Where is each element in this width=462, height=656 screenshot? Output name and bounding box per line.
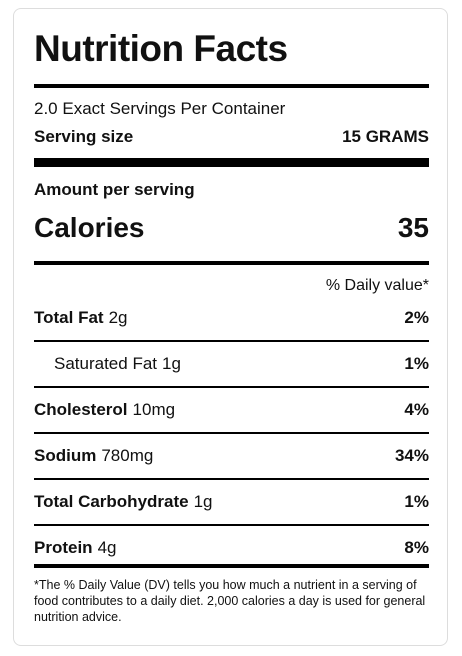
nutrient-row: Cholesterol 10mg 4% bbox=[34, 388, 429, 434]
amount-per-serving: Amount per serving bbox=[34, 180, 195, 199]
calories-value: 35 bbox=[397, 212, 429, 243]
serving-size-row: Serving size 15 GRAMS bbox=[34, 127, 429, 147]
nutrient-row: Protein 4g 8% bbox=[34, 526, 429, 570]
nutrient-dv: 2% bbox=[404, 308, 429, 327]
nutrient-amount: 1g bbox=[162, 354, 181, 373]
nutrient-row: Sodium 780mg 34% bbox=[34, 434, 429, 480]
rule bbox=[34, 84, 429, 88]
serving-size-value: 15 GRAMS bbox=[342, 127, 429, 146]
thick-rule bbox=[34, 158, 429, 167]
nutrient-amount: 780mg bbox=[101, 446, 154, 465]
nutrient-amount: 10mg bbox=[132, 400, 176, 419]
nutrient-row: Saturated Fat 1g 1% bbox=[34, 342, 429, 388]
nutrient-dv: 8% bbox=[404, 538, 429, 557]
label-card bbox=[13, 8, 448, 646]
nutrient-name: Cholesterol bbox=[34, 400, 128, 419]
rule bbox=[34, 261, 429, 265]
serving-size-label: Serving size bbox=[34, 127, 134, 146]
nutrient-amount: 2g bbox=[108, 308, 128, 327]
nutrient-name: Saturated Fat bbox=[54, 354, 158, 373]
nutrient-dv: 1% bbox=[404, 492, 429, 511]
nutrient-amount: 1g bbox=[193, 492, 213, 511]
nutrient-dv: 1% bbox=[404, 354, 429, 373]
nutrient-rows: Total Fat 2g 2% Saturated Fat 1g 1% Choles… bbox=[34, 296, 429, 570]
nutrient-name: Total Carbohydrate bbox=[34, 492, 189, 511]
daily-value-header: % Daily value* bbox=[325, 277, 429, 294]
nutrient-name: Sodium bbox=[34, 446, 97, 465]
title: Nutrition Facts bbox=[34, 28, 288, 69]
nutrient-dv: 34% bbox=[394, 446, 429, 465]
nutrient-name: Total Fat bbox=[34, 308, 104, 327]
calories-row: Calories 35 bbox=[34, 212, 429, 244]
footnote: *The % Daily Value (DV) tells you how mu… bbox=[34, 578, 426, 624]
nutrient-amount: 4g bbox=[97, 538, 117, 557]
servings: 2.0 Exact Servings Per Container bbox=[34, 99, 286, 118]
nutrient-row: Total Fat 2g 2% bbox=[34, 296, 429, 342]
nutrient-name: Protein bbox=[34, 538, 93, 557]
nutrient-dv: 4% bbox=[404, 400, 429, 419]
calories-label: Calories bbox=[34, 212, 145, 243]
rule bbox=[34, 564, 429, 568]
nutrient-row: Total Carbohydrate 1g 1% bbox=[34, 480, 429, 526]
